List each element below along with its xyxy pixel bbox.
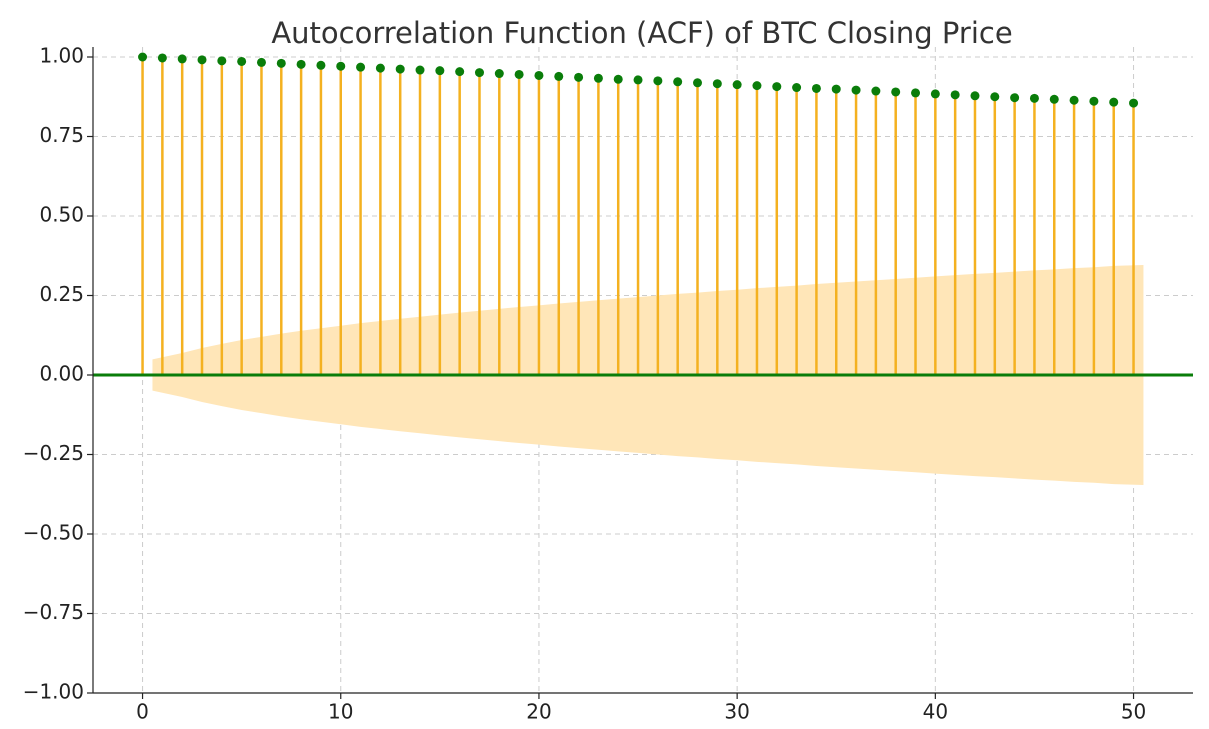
marker <box>1109 97 1119 107</box>
marker <box>217 56 227 66</box>
marker <box>237 56 247 66</box>
marker <box>792 83 802 93</box>
marker <box>177 54 187 64</box>
x-tick-label: 20 <box>526 700 551 724</box>
marker <box>930 89 940 99</box>
marker <box>811 83 821 93</box>
chart-title: Autocorrelation Function (ACF) of BTC Cl… <box>271 16 1012 50</box>
marker <box>435 66 445 76</box>
marker <box>455 67 465 77</box>
marker <box>990 92 1000 102</box>
marker <box>1089 96 1099 106</box>
marker <box>1010 93 1020 103</box>
y-tick-label: −0.25 <box>23 441 84 465</box>
marker <box>415 65 425 75</box>
marker <box>633 75 643 85</box>
marker <box>593 73 603 83</box>
marker <box>395 64 405 74</box>
marker <box>197 55 207 65</box>
marker <box>712 79 722 89</box>
marker <box>514 69 524 79</box>
marker <box>613 74 623 84</box>
y-tick-label: 0.75 <box>39 123 84 147</box>
marker <box>494 69 504 79</box>
y-tick-label: −0.50 <box>23 521 84 545</box>
marker <box>474 68 484 78</box>
marker <box>375 63 385 73</box>
marker <box>831 84 841 94</box>
marker <box>1129 98 1139 108</box>
marker <box>157 53 167 63</box>
marker <box>316 60 326 70</box>
marker <box>871 86 881 96</box>
marker <box>970 91 980 101</box>
marker <box>911 88 921 98</box>
marker <box>1049 94 1059 104</box>
marker <box>950 90 960 100</box>
x-tick-label: 0 <box>136 700 149 724</box>
y-tick-label: 0.50 <box>39 203 84 227</box>
marker <box>1029 93 1039 103</box>
x-tick-label: 50 <box>1121 700 1146 724</box>
marker <box>673 77 683 87</box>
marker <box>554 71 564 81</box>
marker <box>772 82 782 92</box>
marker <box>574 72 584 82</box>
marker <box>851 85 861 95</box>
marker <box>693 78 703 88</box>
marker <box>653 76 663 86</box>
x-tick-label: 10 <box>328 700 353 724</box>
marker <box>256 57 266 67</box>
x-tick-label: 30 <box>724 700 749 724</box>
marker <box>732 80 742 90</box>
marker <box>356 62 366 72</box>
marker <box>752 81 762 91</box>
y-tick-label: −0.75 <box>23 600 84 624</box>
x-tick-label: 40 <box>923 700 948 724</box>
marker <box>336 61 346 71</box>
marker <box>1069 95 1079 105</box>
marker <box>296 59 306 69</box>
y-tick-label: −1.00 <box>23 680 84 704</box>
confidence-band <box>152 375 1144 486</box>
marker <box>138 52 148 62</box>
y-tick-label: 1.00 <box>39 44 84 68</box>
y-tick-label: 0.00 <box>39 362 84 386</box>
marker <box>534 70 544 80</box>
y-tick-label: 0.25 <box>39 282 84 306</box>
marker <box>276 58 286 68</box>
marker <box>891 87 901 97</box>
